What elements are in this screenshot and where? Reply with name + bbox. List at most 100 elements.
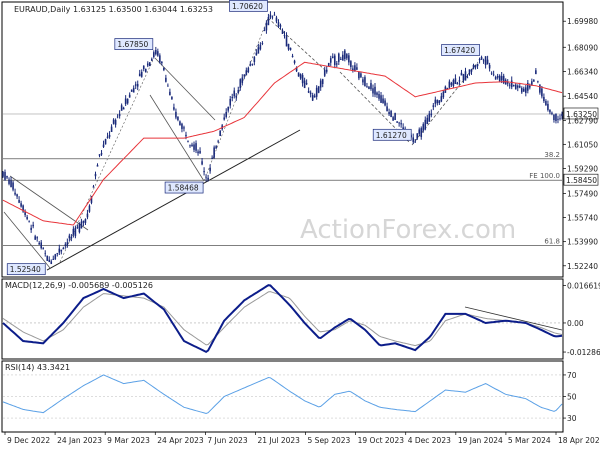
y-tick: 1.52240 bbox=[563, 262, 598, 271]
x-tick-label: 9 Dec 2022 bbox=[7, 436, 50, 445]
price-label: 1.61270 bbox=[372, 128, 412, 141]
level-line: FE 100.0 1.58450 bbox=[3, 172, 599, 186]
price-label-box bbox=[229, 0, 268, 12]
y-tick: 1.61050 bbox=[563, 140, 598, 149]
price-label: 1.52540 bbox=[6, 263, 46, 276]
level-line: 61.8 bbox=[3, 238, 562, 247]
price-label-text: 1.70620 bbox=[232, 2, 263, 11]
y-tick-label: 1.69980 bbox=[567, 17, 598, 26]
y-tick-label: 1.59290 bbox=[567, 165, 598, 174]
x-tick: 19 Jan 2024 bbox=[455, 432, 503, 445]
rsi-y-tick: 30 bbox=[563, 414, 577, 423]
x-tick: 18 Apr 2024 bbox=[555, 432, 600, 445]
rsi-line bbox=[2, 374, 563, 415]
main-frame bbox=[1, 1, 564, 278]
macd-frame bbox=[1, 278, 564, 360]
macd-trendline bbox=[464, 306, 563, 331]
jul-dec-channel-lower bbox=[339, 71, 411, 144]
price-label-text: 1.52540 bbox=[10, 265, 41, 274]
x-tick-label: 5 Mar 2024 bbox=[508, 436, 551, 445]
x-tick-label: 19 Oct 2023 bbox=[358, 436, 405, 445]
macd-y-tick-label: -0.012864 bbox=[567, 348, 600, 357]
y-tick-label: 1.57490 bbox=[567, 189, 598, 198]
rsi-y-tick-label: 70 bbox=[567, 371, 577, 380]
x-tick-label: 18 Apr 2024 bbox=[558, 436, 600, 445]
price-label-box bbox=[372, 128, 412, 141]
y-tick-label: 1.66340 bbox=[567, 67, 598, 76]
macd-panel: MACD(12,26,9) -0.005689 -0.005126 0.0166… bbox=[1, 278, 600, 360]
price-label-box bbox=[441, 44, 480, 56]
y-tick-label: 1.62790 bbox=[567, 116, 598, 125]
x-tick: 24 Apr 2023 bbox=[154, 432, 204, 445]
moving-average-line bbox=[2, 61, 563, 226]
x-tick-label: 9 Mar 2023 bbox=[107, 436, 150, 445]
falling-channel-upper bbox=[9, 175, 89, 231]
macd-line bbox=[2, 284, 563, 354]
current-price-box bbox=[563, 107, 599, 120]
y-tick-label: 1.53990 bbox=[567, 238, 598, 247]
y-tick-label: 1.64540 bbox=[567, 92, 598, 101]
x-tick: 24 Jan 2023 bbox=[54, 432, 102, 445]
y-tick: 1.66340 bbox=[563, 67, 598, 76]
y-tick: 1.64540 bbox=[563, 92, 598, 101]
x-tick: 9 Mar 2023 bbox=[104, 432, 150, 445]
y-tick: 1.69980 bbox=[563, 17, 598, 26]
y-tick: 1.55740 bbox=[563, 214, 598, 223]
level-line: 38.2 bbox=[3, 151, 562, 160]
y-tick-label: 1.55740 bbox=[567, 214, 598, 223]
macd-y-tick: -0.012864 bbox=[563, 348, 600, 357]
main-panel: ActionForex.com EURAUD,Daily 1.63125 1.6… bbox=[1, 0, 599, 278]
x-tick-label: 21 Jul 2023 bbox=[257, 436, 300, 445]
rising-trendline bbox=[46, 129, 301, 271]
price-label-box bbox=[114, 38, 154, 50]
x-tick-label: 24 Jan 2023 bbox=[57, 436, 102, 445]
y-tick: 1.62790 bbox=[563, 116, 598, 125]
level-note: 1.58450 bbox=[566, 176, 597, 185]
rsi-y-tick-label: 50 bbox=[567, 393, 577, 402]
price-label-text: 1.61270 bbox=[376, 131, 407, 140]
level-label: 38.2 bbox=[544, 151, 560, 159]
candlesticks bbox=[2, 11, 563, 265]
price-label-text: 1.67850 bbox=[117, 40, 148, 49]
watermark: ActionForex.com bbox=[300, 215, 516, 245]
macd-y-tick-label: 0.016619 bbox=[567, 281, 600, 290]
y-tick: 1.59290 bbox=[563, 165, 598, 174]
x-tick: 9 Dec 2022 bbox=[4, 432, 50, 445]
y-tick: 1.68090 bbox=[563, 43, 598, 52]
x-tick: 21 Jul 2023 bbox=[255, 432, 300, 445]
y-tick: 1.57490 bbox=[563, 189, 598, 198]
y-tick-label: 1.68090 bbox=[567, 43, 598, 52]
x-tick-label: 4 Dec 2023 bbox=[408, 436, 451, 445]
macd-y-tick: 0.016619 bbox=[563, 281, 600, 290]
price-label-text: 1.58468 bbox=[168, 184, 199, 193]
macd-y-tick: 0.00 bbox=[563, 319, 584, 328]
price-label: 1.58468 bbox=[164, 181, 204, 194]
x-tick: 7 Jun 2023 bbox=[205, 432, 248, 445]
y-tick-label: 1.61050 bbox=[567, 140, 598, 149]
rsi-y-tick: 70 bbox=[563, 371, 577, 380]
rsi-y-tick-label: 30 bbox=[567, 414, 577, 423]
level-note-box bbox=[563, 173, 599, 186]
rsi-header: RSI(14) 43.3421 bbox=[5, 363, 70, 372]
x-tick-label: 7 Jun 2023 bbox=[207, 436, 248, 445]
rsi-panel: RSI(14) 43.3421 70 50 30 bbox=[1, 360, 577, 433]
price-label: 1.70620 bbox=[229, 0, 268, 12]
macd-y-tick-label: 0.00 bbox=[567, 319, 584, 328]
price-label: 1.67420 bbox=[441, 44, 480, 56]
x-tick: 19 Oct 2023 bbox=[355, 432, 405, 445]
x-tick-label: 5 Sep 2023 bbox=[308, 436, 351, 445]
rsi-y-tick: 50 bbox=[563, 393, 577, 402]
price-label-text: 1.67420 bbox=[444, 46, 475, 55]
price-label: 1.67850 bbox=[114, 38, 154, 50]
x-tick-label: 19 Jan 2024 bbox=[458, 436, 503, 445]
y-tick-label: 1.52240 bbox=[567, 262, 598, 271]
apr-jun-channel-upper bbox=[154, 57, 216, 121]
x-axis: 9 Dec 2022 24 Jan 2023 9 Mar 2023 24 Apr 20… bbox=[4, 432, 600, 445]
level-label: 61.8 bbox=[544, 238, 560, 246]
x-tick: 4 Dec 2023 bbox=[405, 432, 451, 445]
level-label: FE 100.0 bbox=[529, 172, 560, 180]
macd-header: MACD(12,26,9) -0.005689 -0.005126 bbox=[5, 281, 153, 290]
jul-dec-channel-upper bbox=[267, 17, 326, 71]
x-tick: 5 Mar 2024 bbox=[505, 432, 551, 445]
